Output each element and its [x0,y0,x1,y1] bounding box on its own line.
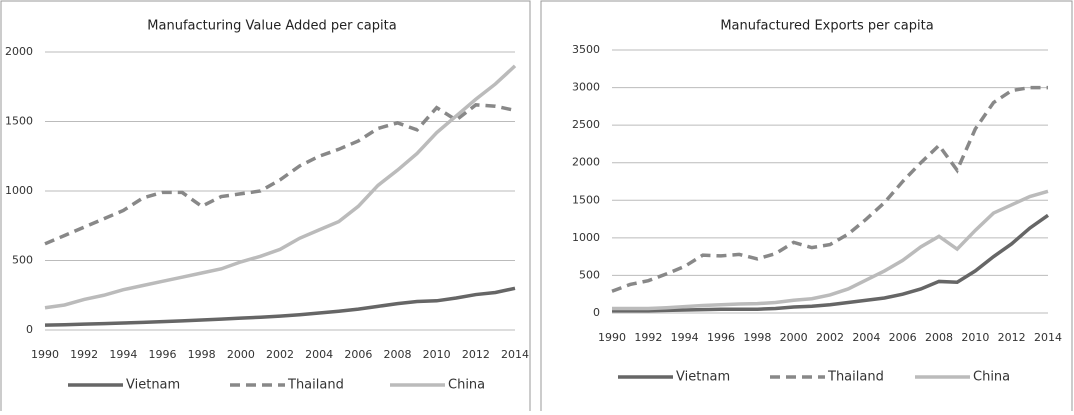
y-tick-label: 3500 [572,43,600,56]
x-tick-label: 2008 [384,348,412,361]
x-tick-label: 2012 [462,348,490,361]
x-tick-label: 2002 [816,331,844,344]
y-tick-label: 0 [26,323,33,336]
y-tick-label: 2000 [572,156,600,169]
y-tick-label: 1000 [572,231,600,244]
x-tick-label: 1998 [188,348,216,361]
x-tick-label: 1992 [634,331,662,344]
x-tick-label: 2004 [305,348,333,361]
series-line [44,64,517,310]
y-tick-label: 1000 [5,184,33,197]
y-tick-label: 500 [579,268,600,281]
chart-title: Manufacturing Value Added per capita [147,19,396,34]
x-tick-label: 1990 [598,331,626,344]
x-tick-label: 2004 [852,331,880,344]
y-tick-label: 1500 [5,115,33,128]
y-tick-label: 1500 [572,193,600,206]
x-tick-label: 2000 [780,331,808,344]
chart-title: Manufactured Exports per capita [720,19,933,34]
legend-label: China [973,370,1010,385]
x-tick-label: 1994 [109,348,137,361]
x-tick-label: 1996 [707,331,735,344]
y-tick-label: 500 [12,254,33,267]
x-tick-label: 2014 [1034,331,1062,344]
x-tick-label: 1994 [671,331,699,344]
panel-border [0,0,531,415]
x-tick-label: 2010 [423,348,451,361]
x-tick-label: 2014 [501,348,529,361]
x-tick-label: 2002 [266,348,294,361]
x-tick-label: 2006 [889,331,917,344]
x-tick-label: 1998 [743,331,771,344]
x-tick-label: 2006 [344,348,372,361]
legend-label: China [448,378,485,393]
series-line [611,85,1048,293]
x-tick-label: 2012 [998,331,1026,344]
series-line [44,103,516,246]
y-tick-label: 2500 [572,118,600,131]
legend-label: Vietnam [676,370,730,385]
x-tick-label: 2008 [925,331,953,344]
x-tick-label: 2000 [227,348,255,361]
series-line [612,189,1049,311]
x-tick-label: 1992 [70,348,98,361]
y-tick-label: 2000 [5,45,33,58]
legend-label: Vietnam [126,378,180,393]
y-tick-label: 0 [593,306,600,319]
legend-label: Thailand [287,378,344,393]
x-tick-label: 1996 [149,348,177,361]
legend-label: Thailand [827,370,884,385]
series-line [44,286,516,327]
panel-border [540,0,1073,415]
x-tick-label: 1990 [31,348,59,361]
x-tick-label: 2010 [961,331,989,344]
y-tick-label: 3000 [572,81,600,94]
series-line [612,213,1050,313]
